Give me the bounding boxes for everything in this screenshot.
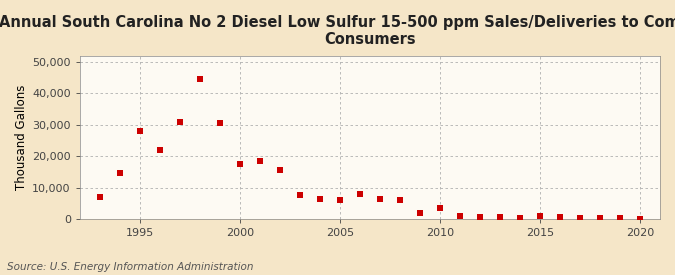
Point	[234, 162, 245, 166]
Y-axis label: Thousand Gallons: Thousand Gallons	[15, 85, 28, 190]
Point	[155, 148, 165, 152]
Point	[315, 196, 325, 201]
Point	[134, 129, 145, 133]
Point	[174, 119, 185, 124]
Point	[194, 77, 205, 81]
Point	[514, 216, 525, 220]
Point	[375, 197, 385, 201]
Point	[574, 216, 585, 220]
Point	[215, 121, 225, 125]
Point	[475, 214, 485, 219]
Point	[595, 216, 605, 221]
Point	[454, 214, 465, 219]
Text: Source: U.S. Energy Information Administration: Source: U.S. Energy Information Administ…	[7, 262, 253, 272]
Point	[535, 214, 545, 219]
Point	[414, 210, 425, 215]
Point	[115, 171, 126, 176]
Point	[615, 216, 626, 221]
Title: Annual South Carolina No 2 Diesel Low Sulfur 15-500 ppm Sales/Deliveries to Comm: Annual South Carolina No 2 Diesel Low Su…	[0, 15, 675, 47]
Point	[254, 159, 265, 163]
Point	[335, 197, 346, 202]
Point	[275, 168, 286, 172]
Point	[435, 206, 446, 210]
Point	[495, 214, 506, 219]
Point	[634, 216, 645, 221]
Point	[294, 193, 305, 198]
Point	[95, 195, 105, 199]
Point	[354, 192, 365, 197]
Point	[555, 214, 566, 219]
Point	[394, 198, 405, 202]
